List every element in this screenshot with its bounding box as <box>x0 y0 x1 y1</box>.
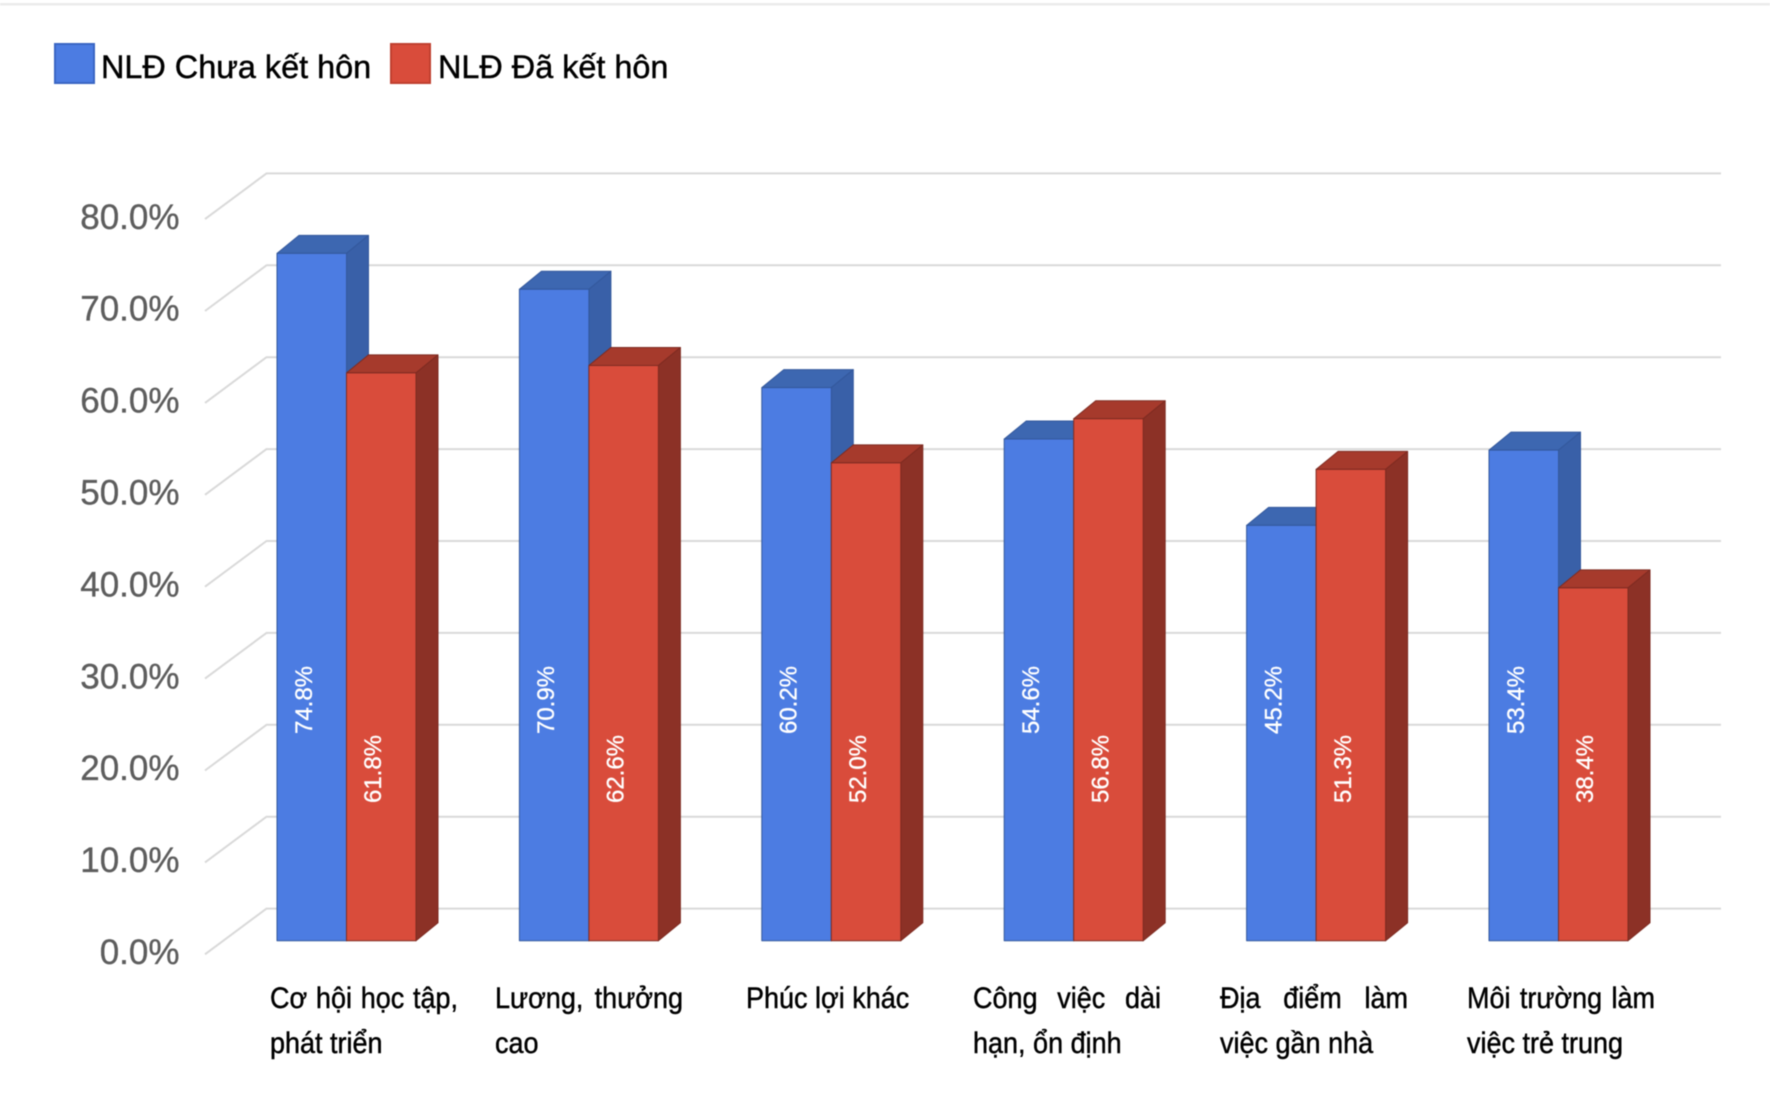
svg-text:54.6%: 54.6% <box>1018 666 1045 734</box>
svg-text:38.4%: 38.4% <box>1572 735 1599 803</box>
svg-text:52.0%: 52.0% <box>845 735 872 803</box>
svg-text:60.0%: 60.0% <box>80 382 179 421</box>
svg-text:61.8%: 61.8% <box>360 735 387 803</box>
svg-text:60.2%: 60.2% <box>776 666 803 734</box>
svg-text:20.0%: 20.0% <box>80 749 179 788</box>
svg-text:30.0%: 30.0% <box>80 657 179 696</box>
svg-text:45.2%: 45.2% <box>1260 666 1287 734</box>
svg-text:10.0%: 10.0% <box>80 841 179 880</box>
svg-text:50.0%: 50.0% <box>80 474 179 513</box>
svg-text:51.3%: 51.3% <box>1330 735 1357 803</box>
svg-text:56.8%: 56.8% <box>1088 735 1115 803</box>
svg-text:70.9%: 70.9% <box>533 666 560 734</box>
svg-text:80.0%: 80.0% <box>80 198 179 237</box>
svg-text:74.8%: 74.8% <box>291 666 318 734</box>
svg-text:40.0%: 40.0% <box>80 565 179 604</box>
svg-text:0.0%: 0.0% <box>100 933 180 972</box>
svg-text:70.0%: 70.0% <box>80 290 179 329</box>
svg-text:53.4%: 53.4% <box>1503 666 1530 734</box>
svg-text:62.6%: 62.6% <box>603 735 630 803</box>
